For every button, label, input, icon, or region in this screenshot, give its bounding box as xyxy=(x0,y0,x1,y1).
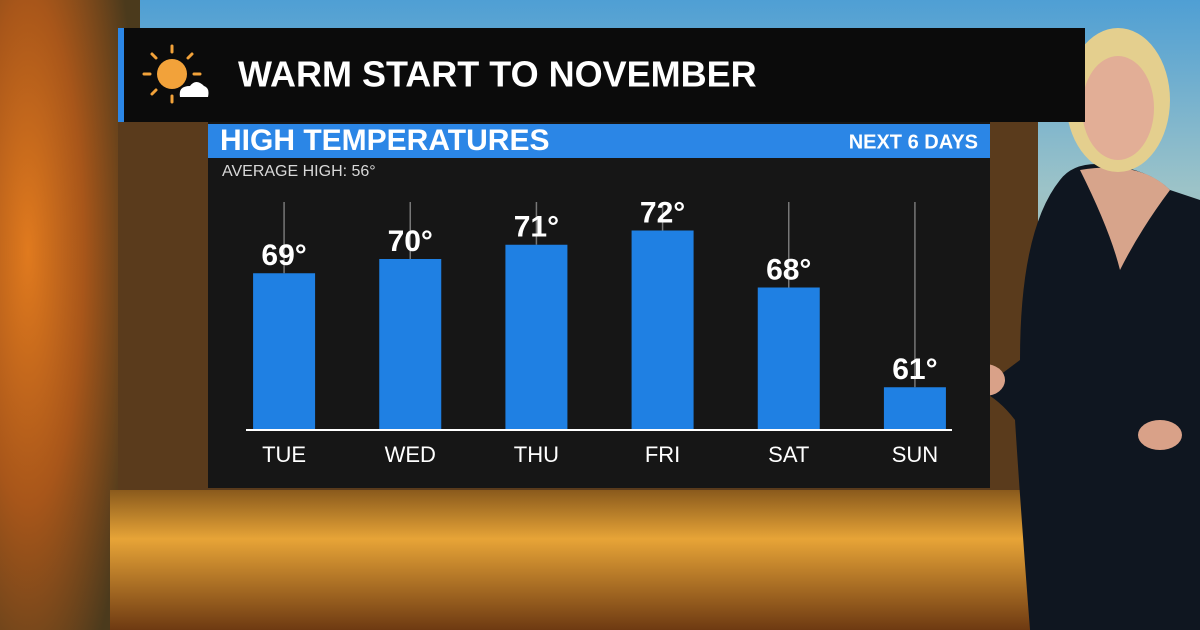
value-label: 61° xyxy=(892,353,937,386)
chart-header xyxy=(208,124,990,158)
bar xyxy=(505,244,568,430)
bar xyxy=(379,259,442,430)
x-tick-label: WED xyxy=(385,442,436,467)
value-label: 69° xyxy=(261,239,306,272)
bar xyxy=(757,287,820,430)
banner-title: WARM START TO NOVEMBER xyxy=(238,54,757,95)
chart-title: HIGH TEMPERATURES xyxy=(220,124,549,157)
banner-accent xyxy=(118,28,124,122)
x-tick-label: THU xyxy=(514,442,559,467)
plot: 69° TUE 70° WED 71° THU 72° FRI 68° SAT 61° SUN xyxy=(246,196,952,467)
value-label: 72° xyxy=(640,196,685,229)
bar xyxy=(631,230,694,430)
period-label: NEXT 6 DAYS xyxy=(849,131,978,153)
value-label: 71° xyxy=(514,211,559,244)
bar xyxy=(253,273,316,430)
x-tick-label: SUN xyxy=(892,442,938,467)
presenter xyxy=(965,28,1200,630)
leaf-ground xyxy=(110,490,1040,630)
chart-panel xyxy=(208,122,990,488)
title-banner xyxy=(118,28,1085,122)
x-tick-label: SAT xyxy=(768,442,809,467)
average-high: AVERAGE HIGH: 56° xyxy=(222,163,376,180)
x-tick-label: TUE xyxy=(262,442,306,467)
value-label: 68° xyxy=(766,253,811,286)
weather-icon xyxy=(142,44,209,104)
bar xyxy=(883,387,946,430)
value-label: 70° xyxy=(388,225,433,258)
x-tick-label: FRI xyxy=(645,442,680,467)
